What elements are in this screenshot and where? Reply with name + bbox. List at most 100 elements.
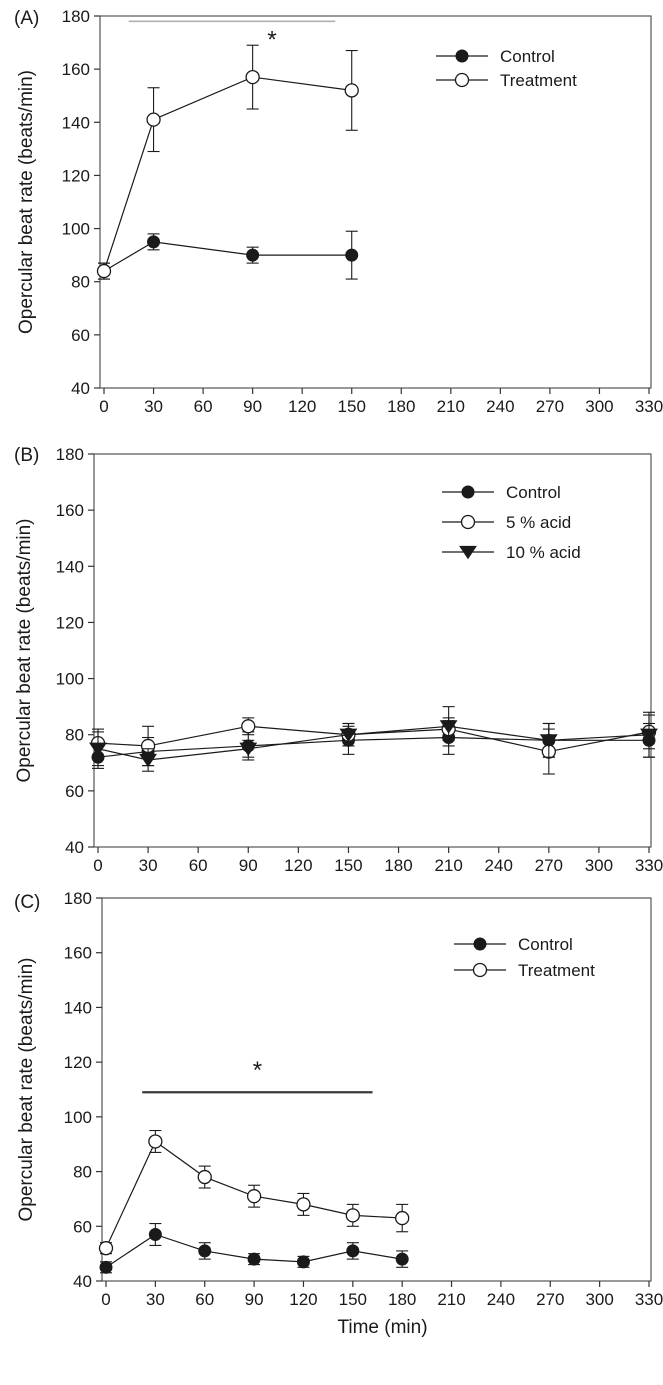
data-point bbox=[246, 1189, 262, 1204]
x-axis-title: Time (min) bbox=[337, 1317, 427, 1338]
x-tick-label: 240 bbox=[486, 397, 514, 416]
y-tick-label: 80 bbox=[65, 726, 84, 745]
panel-b: (B) 40 60 80 100 120 140 160 180 0 30 60 90 120 150 180… bbox=[14, 445, 663, 875]
series-control bbox=[91, 720, 656, 769]
data-point bbox=[296, 1197, 311, 1212]
x-tick-label: 120 bbox=[284, 856, 312, 875]
y-tick-label: 60 bbox=[71, 326, 90, 345]
y-tick-label: 100 bbox=[62, 220, 90, 239]
series-line bbox=[103, 76, 352, 272]
x-tick-label: 210 bbox=[437, 1290, 465, 1309]
data-point bbox=[147, 235, 161, 249]
x-tick-label: 300 bbox=[585, 856, 613, 875]
series-10-acid bbox=[89, 706, 658, 772]
data-point bbox=[345, 248, 359, 262]
y-tick-label: 120 bbox=[56, 613, 84, 632]
data-point bbox=[344, 83, 359, 98]
y-tick-label: 80 bbox=[73, 1163, 92, 1182]
x-tick-label: 90 bbox=[239, 856, 258, 875]
x-tick-label: 30 bbox=[144, 397, 163, 416]
panel-a: (A) 40 60 80 100 120 140 160 180 0 30 60 90 120 150 180… bbox=[14, 7, 663, 416]
plot-frame bbox=[101, 897, 652, 1282]
legend-marker bbox=[472, 962, 488, 978]
x-tick-label: 120 bbox=[289, 1290, 317, 1309]
x-tick-label: 0 bbox=[93, 856, 102, 875]
data-point bbox=[296, 1255, 310, 1269]
x-tick-label: 0 bbox=[101, 1290, 110, 1309]
x-tick-label: 60 bbox=[195, 1290, 214, 1309]
plot-frame bbox=[93, 453, 652, 848]
x-tick-label: 150 bbox=[334, 856, 362, 875]
data-point bbox=[148, 1134, 163, 1149]
x-tick-label: 240 bbox=[487, 1290, 515, 1309]
y-tick-label: 180 bbox=[56, 445, 84, 464]
x-tick-label: 180 bbox=[384, 856, 412, 875]
panel-label: (A) bbox=[14, 8, 39, 29]
x-tick-label: 210 bbox=[434, 856, 462, 875]
legend: Control Treatment bbox=[436, 47, 577, 90]
panel-label: (B) bbox=[14, 445, 39, 466]
x-tick-label: 210 bbox=[437, 397, 465, 416]
x-tick-label: 30 bbox=[146, 1290, 165, 1309]
x-tick-label: 180 bbox=[387, 397, 415, 416]
panel-c: (C) 40 60 80 100 120 140 160 180 0 30 60 90 120 150 180… bbox=[14, 889, 663, 1338]
x-tick-label: 300 bbox=[585, 1290, 613, 1309]
y-tick-label: 160 bbox=[64, 944, 92, 963]
x-tick-label: 90 bbox=[243, 397, 262, 416]
series-line bbox=[97, 725, 650, 761]
x-tick-label: 90 bbox=[245, 1290, 264, 1309]
legend-label: Control bbox=[506, 483, 561, 502]
data-point bbox=[98, 1241, 114, 1256]
x-tick-label: 270 bbox=[536, 1290, 564, 1309]
y-axis-title: Opercular beat rate (beats/min) bbox=[16, 70, 37, 334]
y-tick-label: 40 bbox=[73, 1272, 92, 1291]
series-5-acid bbox=[90, 714, 657, 775]
legend-label: Control bbox=[518, 935, 573, 954]
x-tick-label: 0 bbox=[99, 397, 108, 416]
x-tick-label: 330 bbox=[635, 856, 663, 875]
x-tick-label: 150 bbox=[339, 1290, 367, 1309]
data-point bbox=[640, 728, 658, 743]
x-tick-label: 180 bbox=[388, 1290, 416, 1309]
data-point bbox=[239, 742, 258, 757]
x-tick-label: 330 bbox=[635, 397, 663, 416]
series-line bbox=[97, 736, 649, 758]
legend-marker bbox=[455, 49, 469, 63]
y-tick-label: 180 bbox=[64, 889, 92, 908]
data-point bbox=[241, 719, 256, 734]
y-tick-label: 120 bbox=[64, 1053, 92, 1072]
y-tick-label: 140 bbox=[62, 113, 90, 132]
data-point bbox=[198, 1244, 212, 1258]
x-tick-label: 60 bbox=[189, 856, 208, 875]
plot-frame bbox=[99, 15, 652, 389]
data-point bbox=[539, 734, 558, 748]
x-tick-label: 330 bbox=[635, 1290, 663, 1309]
y-axis-title: Opercular beat rate (beats/min) bbox=[16, 957, 37, 1221]
data-point bbox=[439, 720, 458, 734]
series-line bbox=[103, 241, 352, 272]
y-tick-label: 40 bbox=[71, 379, 90, 398]
series-control bbox=[97, 230, 359, 280]
significance-asterisk: * bbox=[253, 1057, 262, 1084]
data-point bbox=[339, 728, 358, 743]
series-treatment bbox=[96, 44, 359, 280]
y-tick-label: 140 bbox=[56, 557, 84, 576]
y-tick-label: 160 bbox=[56, 501, 84, 520]
significance-asterisk: * bbox=[267, 26, 276, 53]
y-axis-title: Opercular beat rate (beats/min) bbox=[14, 518, 35, 782]
x-tick-label: 120 bbox=[288, 397, 316, 416]
x-tick-label: 30 bbox=[139, 856, 158, 875]
data-point bbox=[245, 69, 260, 85]
y-tick-label: 80 bbox=[71, 273, 90, 292]
x-tick-label: 240 bbox=[485, 856, 513, 875]
legend: Control 5 % acid 10 % acid bbox=[442, 483, 581, 562]
legend-label: Control bbox=[500, 47, 555, 66]
y-tick-label: 160 bbox=[62, 60, 90, 79]
data-point bbox=[345, 1208, 360, 1223]
x-tick-label: 60 bbox=[194, 397, 213, 416]
x-tick-label: 150 bbox=[338, 397, 366, 416]
data-point bbox=[197, 1169, 212, 1185]
y-tick-label: 60 bbox=[65, 782, 84, 801]
legend-marker bbox=[459, 545, 477, 560]
